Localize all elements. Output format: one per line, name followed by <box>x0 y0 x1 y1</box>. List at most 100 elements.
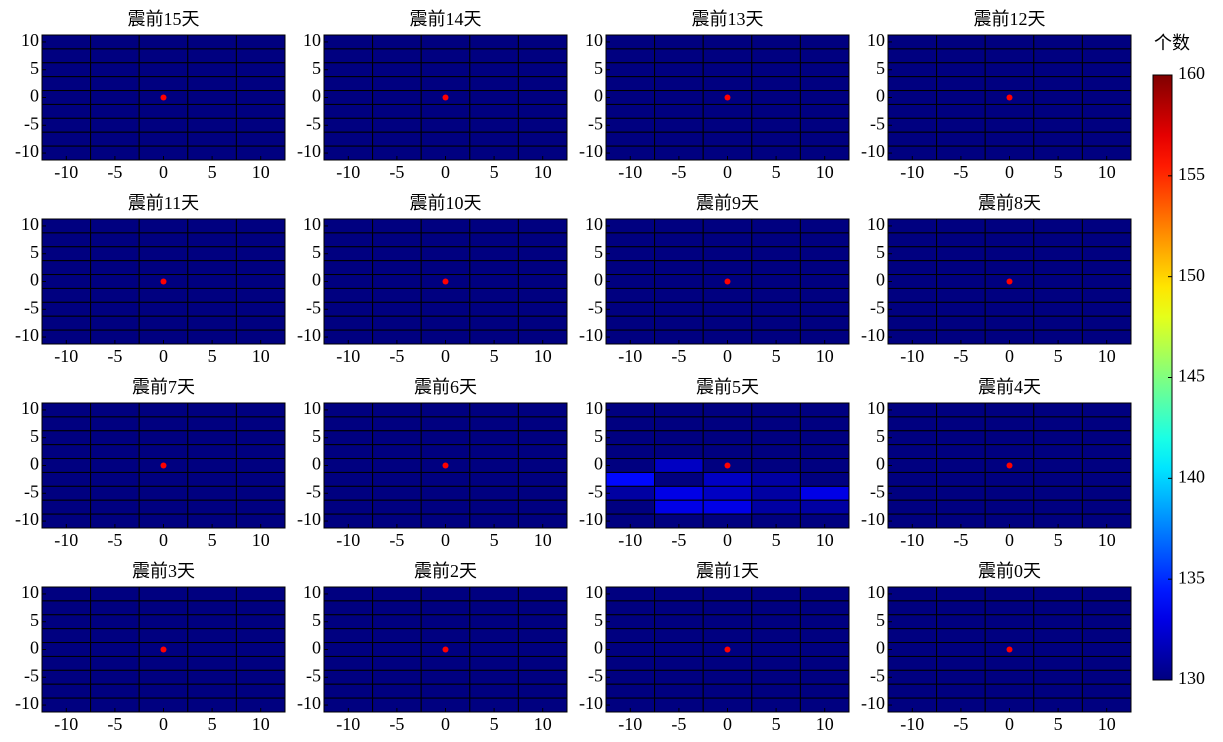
x-tick-label: -10 <box>900 714 924 734</box>
x-tick-label: -5 <box>389 714 404 734</box>
heat-cell <box>41 683 92 699</box>
x-tick-label: 0 <box>1005 714 1014 734</box>
heat-cell <box>235 48 286 64</box>
heat-cell <box>517 131 568 147</box>
heat-cell <box>984 444 1035 460</box>
heat-cell <box>654 600 704 616</box>
heat-cell <box>984 34 1035 50</box>
heat-cell <box>1081 430 1132 446</box>
x-tick-label: 0 <box>723 530 732 550</box>
heat-cell <box>799 642 850 657</box>
y-tick-label: -10 <box>861 509 885 529</box>
x-tick-label: 10 <box>252 162 270 182</box>
heat-cell <box>420 471 471 487</box>
heat-cell <box>605 628 656 644</box>
y-tick-label: 10 <box>867 398 885 418</box>
heat-cell <box>517 232 568 248</box>
heat-cell <box>1033 655 1083 671</box>
x-tick-label: -10 <box>54 162 78 182</box>
heat-cell <box>936 48 986 64</box>
heat-cell <box>469 444 519 460</box>
heat-cell <box>751 402 801 418</box>
heat-cell <box>605 246 656 262</box>
event-marker <box>1006 462 1013 469</box>
heat-cell <box>138 287 189 303</box>
y-tick-label: 0 <box>876 638 885 658</box>
y-tick-label: -10 <box>297 509 321 529</box>
heat-cell <box>138 103 189 119</box>
heat-cell <box>936 315 986 331</box>
heat-cell <box>605 301 656 317</box>
heat-cell <box>372 287 422 303</box>
heat-cell <box>420 76 471 92</box>
heat-cell <box>887 260 938 276</box>
heat-cell <box>654 416 704 432</box>
heat-cell <box>936 117 986 133</box>
heat-cell <box>517 246 568 262</box>
heat-cell <box>1081 117 1132 133</box>
heat-cell <box>605 218 656 234</box>
event-marker <box>724 278 731 285</box>
y-tick-label: 5 <box>876 58 885 78</box>
heat-cell <box>654 103 704 119</box>
heat-cell <box>1033 669 1083 685</box>
heat-cell <box>887 218 938 234</box>
heat-cell <box>187 103 237 119</box>
heat-cell <box>138 628 189 644</box>
heat-cell <box>187 642 237 657</box>
heat-cell <box>654 260 704 276</box>
heat-cell <box>420 444 471 460</box>
heat-cell <box>887 90 938 105</box>
heat-cell <box>936 76 986 92</box>
heat-cell <box>1081 62 1132 78</box>
heat-cell <box>1033 683 1083 699</box>
heat-cell <box>605 103 656 119</box>
heat-cell <box>90 232 140 248</box>
y-tick-label: 10 <box>21 30 39 50</box>
x-tick-label: 5 <box>772 714 781 734</box>
heat-cell <box>984 232 1035 248</box>
heat-cell <box>323 614 374 630</box>
y-tick-label: 5 <box>594 610 603 630</box>
heat-cell <box>41 34 92 50</box>
heat-cell <box>1081 600 1132 616</box>
heat-cell <box>702 315 753 331</box>
heat-cell <box>654 315 704 331</box>
heat-cell <box>1081 287 1132 303</box>
heat-cell <box>654 642 704 657</box>
heat-cell <box>702 586 753 602</box>
heat-cell <box>187 218 237 234</box>
heat-cell <box>654 628 704 644</box>
heat-cell <box>469 669 519 685</box>
panel-title: 震前12天 <box>974 9 1046 29</box>
heat-cell <box>90 301 140 317</box>
heat-cell <box>702 301 753 317</box>
heat-cell <box>41 287 92 303</box>
x-tick-label: 10 <box>534 346 552 366</box>
y-tick-label: -5 <box>588 665 603 685</box>
heat-cell <box>1033 471 1083 487</box>
heat-cell <box>517 301 568 317</box>
heat-cell <box>372 131 422 147</box>
y-tick-label: -5 <box>588 297 603 317</box>
heat-cell <box>469 301 519 317</box>
heat-cell <box>887 614 938 630</box>
heat-cell <box>420 655 471 671</box>
heat-cell <box>187 246 237 262</box>
heat-cell <box>1081 402 1132 418</box>
heat-cell <box>984 260 1035 276</box>
heat-cell <box>235 430 286 446</box>
x-tick-label: 5 <box>1054 530 1063 550</box>
heat-cell <box>1033 628 1083 644</box>
heat-cell <box>90 586 140 602</box>
heat-cell <box>702 246 753 262</box>
x-tick-label: -5 <box>389 530 404 550</box>
heat-cell <box>702 655 753 671</box>
heat-cell <box>936 458 986 473</box>
heat-cell <box>90 485 140 501</box>
heat-cell <box>605 586 656 602</box>
heat-cell <box>41 444 92 460</box>
y-tick-label: 5 <box>876 426 885 446</box>
heat-cell <box>469 458 519 473</box>
x-tick-label: 10 <box>252 346 270 366</box>
